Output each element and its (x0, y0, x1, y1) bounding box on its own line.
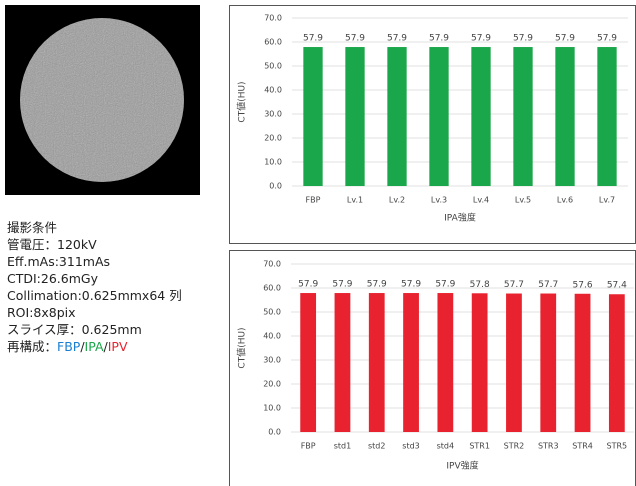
value-label: 57.9 (303, 34, 323, 44)
bar (429, 47, 448, 186)
bar (506, 294, 522, 432)
value-label: 57.9 (367, 280, 387, 290)
heading: 撮影条件 (7, 219, 182, 236)
line: Eff.mAs:311mAs (7, 253, 182, 270)
bar (437, 293, 453, 432)
bar (575, 294, 591, 432)
x-axis-label: IPA強度 (444, 212, 476, 224)
y-tick-label: 60.0 (264, 38, 282, 47)
value-label: 57.8 (470, 280, 490, 290)
bar (609, 294, 625, 432)
value-label: 57.9 (332, 280, 352, 290)
value-label: 57.6 (573, 280, 593, 290)
image-noise (20, 18, 184, 182)
label: 再構成： (7, 339, 57, 354)
line: ROI:8x8pix (7, 304, 182, 321)
y-tick-label: 20.0 (263, 380, 281, 389)
x-tick-label: Lv.5 (515, 196, 531, 205)
x-tick-label: std4 (437, 442, 454, 451)
line: Collimation:0.625mmx64 列 (7, 287, 182, 304)
x-tick-label: Lv.4 (473, 196, 489, 205)
x-tick-label: FBP (306, 196, 321, 205)
bar (335, 293, 351, 432)
bar (513, 47, 532, 186)
y-axis-label: CT値(HU) (236, 81, 248, 122)
value-label: 57.7 (538, 280, 558, 290)
y-tick-label: 30.0 (263, 356, 281, 365)
value-label: 57.9 (387, 34, 407, 44)
y-axis-label: CT値(HU) (236, 327, 248, 368)
y-tick-label: 20.0 (264, 134, 282, 143)
value-label: 57.7 (504, 280, 524, 290)
bar (300, 293, 316, 432)
x-tick-label: std2 (368, 442, 385, 451)
y-tick-label: 70.0 (263, 260, 281, 269)
value-label: 57.9 (401, 280, 421, 290)
x-tick-label: STR5 (607, 442, 628, 451)
value-label: 57.9 (513, 34, 533, 44)
recon-line: 再構成：FBP/IPA/IPV (7, 338, 182, 355)
y-tick-label: 50.0 (264, 62, 282, 71)
line: スライス厚：0.625mm (7, 321, 182, 338)
value-label: 57.9 (429, 34, 449, 44)
bar (555, 47, 574, 186)
x-tick-label: STR4 (572, 442, 593, 451)
x-tick-label: STR2 (504, 442, 525, 451)
bar (387, 47, 406, 186)
bar (369, 293, 385, 432)
bar (345, 47, 364, 186)
bar (403, 293, 419, 432)
x-tick-label: Lv.3 (431, 196, 447, 205)
conditions: 撮影条件 管電圧：120kV Eff.mAs:311mAs CTDI:26.6m… (7, 219, 182, 355)
bar (540, 294, 556, 432)
value-label: 57.9 (597, 34, 617, 44)
line: CTDI:26.6mGy (7, 270, 182, 287)
x-axis-label: IPV強度 (446, 460, 478, 472)
y-tick-label: 40.0 (264, 86, 282, 95)
y-tick-label: 50.0 (263, 308, 281, 317)
y-tick-label: 0.0 (268, 428, 281, 437)
y-tick-label: 10.0 (264, 158, 282, 167)
x-tick-label: FBP (301, 442, 316, 451)
ipa: IPA (85, 339, 104, 354)
value-label: 57.9 (555, 34, 575, 44)
bar (471, 47, 490, 186)
value-label: 57.9 (298, 280, 318, 290)
x-tick-label: Lv.6 (557, 196, 573, 205)
y-tick-label: 0.0 (269, 182, 282, 191)
fbp: FBP (57, 339, 80, 354)
y-tick-label: 30.0 (264, 110, 282, 119)
line: 管電圧：120kV (7, 236, 182, 253)
value-label: 57.4 (607, 281, 627, 291)
x-tick-label: std1 (334, 442, 351, 451)
ipv: IPV (108, 339, 128, 354)
y-tick-label: 70.0 (264, 14, 282, 23)
y-tick-label: 60.0 (263, 284, 281, 293)
y-tick-label: 10.0 (263, 404, 281, 413)
x-tick-label: Lv.7 (599, 196, 615, 205)
bar (597, 47, 616, 186)
x-tick-label: STR1 (469, 442, 490, 451)
x-tick-label: STR3 (538, 442, 559, 451)
bar (303, 47, 322, 186)
y-tick-label: 40.0 (263, 332, 281, 341)
value-label: 57.9 (345, 34, 365, 44)
bar (472, 293, 488, 432)
x-tick-label: std3 (402, 442, 419, 451)
x-tick-label: Lv.1 (347, 196, 363, 205)
x-tick-label: Lv.2 (389, 196, 405, 205)
value-label: 57.9 (435, 280, 455, 290)
value-label: 57.9 (471, 34, 491, 44)
page: 0.0 10.0 20.0 30.0 40.0 50.0 60.0 70.0 CT値(HU) IP… (0, 0, 636, 486)
